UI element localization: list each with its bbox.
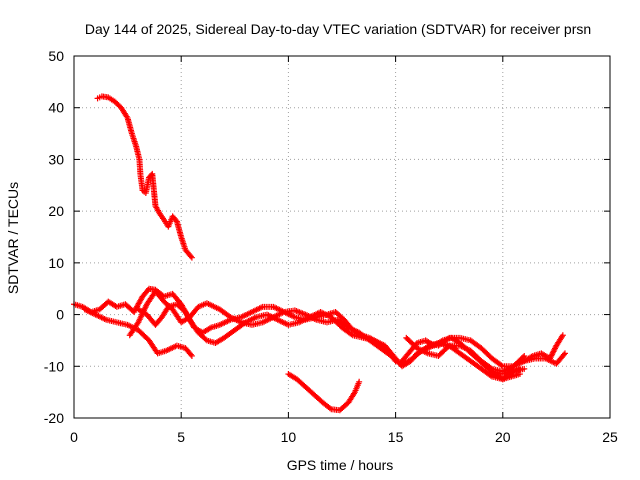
y-tick-label: 40 xyxy=(48,100,64,116)
data-point xyxy=(559,332,566,339)
data-point-interp xyxy=(445,343,452,350)
data-point xyxy=(516,365,523,372)
x-tick-label: 5 xyxy=(177,429,185,445)
ticks: 0 5 10 15 20 25 -20 -10 0 10 20 30 40 50 xyxy=(44,48,618,445)
data-point-interp xyxy=(560,351,567,358)
data-point xyxy=(516,371,523,378)
series-arc-6 xyxy=(285,371,363,414)
y-tick-label: -20 xyxy=(44,410,64,426)
data-point-interp xyxy=(520,354,527,361)
data-point-interp xyxy=(187,253,194,260)
data-point xyxy=(561,350,568,357)
y-axis-label: SDTVAR / TECUs xyxy=(5,182,21,294)
y-tick-label: 50 xyxy=(48,48,64,64)
data-layer xyxy=(71,93,568,414)
y-tick-label: 20 xyxy=(48,203,64,219)
chart-title: Day 144 of 2025, Sidereal Day-to-day VTE… xyxy=(85,21,591,37)
series-arc-7 xyxy=(403,334,568,375)
series-arc-10 xyxy=(521,332,566,365)
y-tick-label: 0 xyxy=(56,307,64,323)
data-point xyxy=(521,352,528,359)
y-tick-label: 30 xyxy=(48,151,64,167)
x-tick-label: 25 xyxy=(602,429,618,445)
data-point-interp xyxy=(144,287,151,294)
data-point xyxy=(188,254,195,261)
data-point-interp xyxy=(498,362,505,369)
grid xyxy=(74,56,610,418)
series-arc-4 xyxy=(126,288,523,383)
x-tick-label: 0 xyxy=(70,429,78,445)
series-arc-1 xyxy=(94,93,195,261)
data-point xyxy=(188,352,195,359)
data-point-interp xyxy=(487,364,494,371)
plot-frame xyxy=(73,55,611,419)
data-point-interp xyxy=(444,335,451,342)
series-arc-9 xyxy=(489,365,523,378)
series-arc-8 xyxy=(424,334,528,370)
data-point xyxy=(356,378,363,385)
y-tick-label: -10 xyxy=(44,358,64,374)
data-point-interp xyxy=(187,351,194,358)
y-tick-label: 10 xyxy=(48,255,64,271)
x-tick-label: 15 xyxy=(388,429,404,445)
x-tick-label: 20 xyxy=(495,429,511,445)
x-axis-label: GPS time / hours xyxy=(287,457,394,473)
data-point-interp xyxy=(348,331,355,338)
x-tick-label: 10 xyxy=(281,429,297,445)
